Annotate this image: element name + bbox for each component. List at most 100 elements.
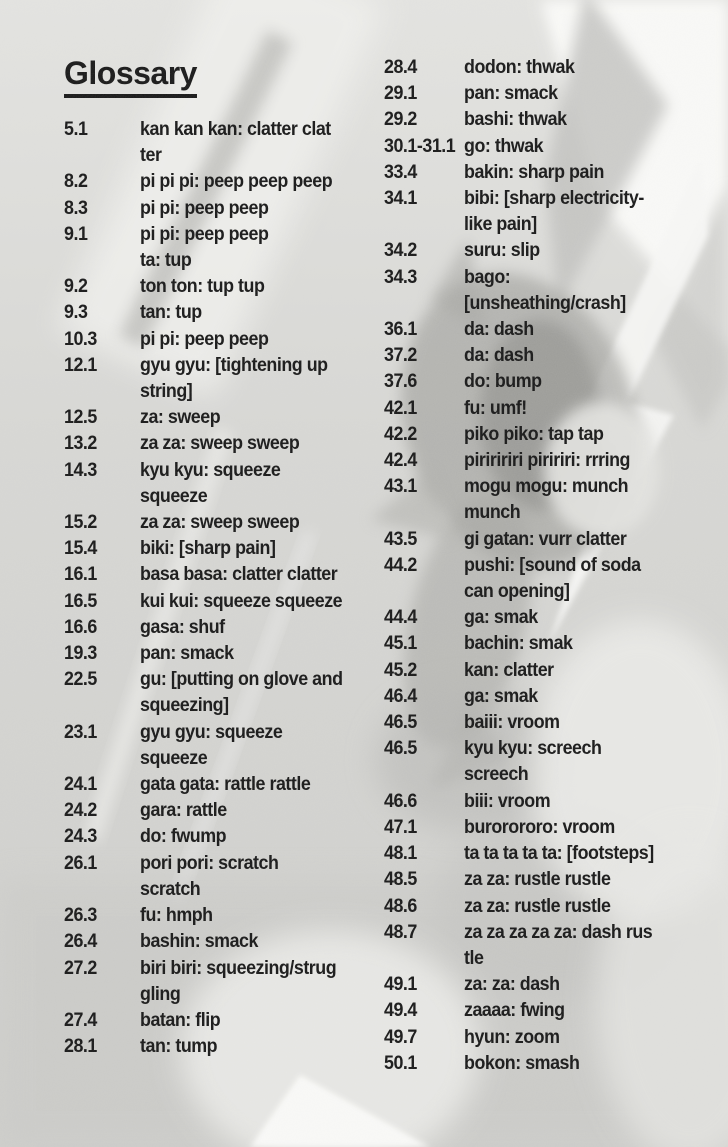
- entry-ref: 42.1: [384, 397, 417, 419]
- entry-definition: piriririri piririri: rrring: [464, 450, 630, 472]
- glossary-entry: 48.6 za za: rustle rustle: [384, 894, 728, 920]
- entry-ref: 16.1: [64, 564, 97, 586]
- glossary-entry: 26.1 pori pori: scratch scratch: [64, 851, 386, 903]
- glossary-entry: 15.4 biki: [sharp pain]: [64, 536, 386, 562]
- entry-definition: bibi: [sharp electricity-like pain]: [464, 188, 644, 236]
- glossary-entry: 24.1 gata gata: rattle rattle: [64, 772, 386, 798]
- entry-definition: biki: [sharp pain]: [140, 538, 276, 560]
- glossary-entry: 37.6 do: bump: [384, 369, 728, 395]
- glossary-entry: 29.2 bashi: thwak: [384, 107, 728, 133]
- entry-definition: pi pi: peep peep ta: tup: [140, 223, 269, 272]
- glossary-entry: 29.1 pan: smack: [384, 81, 728, 107]
- entry-ref: 48.7: [384, 921, 417, 943]
- glossary-entry: 30.1-31.1 go: thwak: [384, 134, 728, 160]
- entry-definition: hyun: zoom: [464, 1026, 560, 1048]
- entry-definition: basa basa: clatter clatter: [140, 564, 338, 586]
- glossary-entry: 24.2 gara: rattle: [64, 798, 386, 824]
- glossary-entry: 37.2 da: dash: [384, 343, 728, 369]
- entry-ref: 42.4: [384, 450, 417, 472]
- glossary-entry: 26.4 bashin: smack: [64, 929, 386, 955]
- entry-ref: 48.5: [384, 869, 417, 891]
- entry-ref: 24.2: [64, 800, 97, 822]
- glossary-entry: 16.6 gasa: shuf: [64, 615, 386, 641]
- entry-ref: 33.4: [384, 161, 417, 183]
- entry-ref: 26.4: [64, 931, 97, 953]
- entry-ref: 5.1: [64, 119, 88, 140]
- entry-ref: 22.5: [64, 669, 97, 691]
- entry-ref: 8.3: [64, 197, 88, 219]
- glossary-entry: 46.5 kyu kyu: screech screech: [384, 736, 728, 788]
- entry-definition: zaaaa: fwing: [464, 1000, 565, 1022]
- entry-definition: pan: smack: [140, 643, 234, 665]
- entry-definition: gasa: shuf: [140, 616, 225, 638]
- glossary-entry: 47.1 burorororo: vroom: [384, 815, 728, 841]
- entry-definition: da: dash: [464, 319, 534, 341]
- entry-ref: 28.1: [64, 1036, 97, 1058]
- glossary-entry: 34.3 bago: [unsheathing/crash]: [384, 265, 728, 317]
- entry-definition: za za: sweep sweep: [140, 512, 300, 534]
- glossary-entry: 28.4 dodon: thwak: [384, 55, 728, 81]
- glossary-entry: 45.2 kan: clatter: [384, 658, 728, 684]
- entry-ref: 46.6: [384, 790, 417, 812]
- glossary-entry: 46.5 baiii: vroom: [384, 710, 728, 736]
- entry-definition: bakin: sharp pain: [464, 161, 604, 183]
- entry-definition: ta ta ta ta ta: [footsteps]: [464, 843, 654, 865]
- glossary-entry: 23.1 gyu gyu: squeeze squeeze: [64, 720, 386, 772]
- entry-ref: 43.5: [384, 528, 417, 550]
- entry-definition: biri biri: squeezing/strug gling: [140, 957, 337, 1005]
- glossary-entry: 27.2 biri biri: squeezing/strug gling: [64, 956, 386, 1008]
- entry-definition: suru: slip: [464, 240, 540, 262]
- entry-definition: gara: rattle: [140, 800, 227, 822]
- glossary-entry: 16.5 kui kui: squeeze squeeze: [64, 589, 386, 615]
- glossary-column-right: 28.4 dodon: thwak 29.1 pan: smack 29.2 bashi:…: [384, 55, 728, 1077]
- entry-ref: 37.6: [384, 371, 417, 393]
- entry-definition: gyu gyu: [tightening up string]: [140, 354, 328, 403]
- entry-ref: 23.1: [64, 721, 97, 743]
- glossary-entry: 14.3 kyu kyu: squeeze squeeze: [64, 458, 386, 510]
- entry-ref: 46.5: [384, 738, 417, 760]
- entry-ref: 9.2: [64, 276, 88, 298]
- glossary-entry: 8.2 pi pi pi: peep peep peep: [64, 169, 386, 195]
- entry-ref: 27.4: [64, 1009, 97, 1031]
- glossary-entry: 42.2 piko piko: tap tap: [384, 422, 728, 448]
- page-title: Glossary: [64, 55, 197, 98]
- entry-ref: 29.2: [384, 109, 417, 131]
- glossary-entry: 8.3 pi pi: peep peep: [64, 196, 386, 222]
- entry-ref: 13.2: [64, 433, 97, 455]
- entry-definition: ga: smak: [464, 607, 538, 629]
- entry-definition: gata gata: rattle rattle: [140, 774, 311, 796]
- entry-definition: tan: tump: [140, 1036, 218, 1058]
- glossary-entry: 22.5 gu: [putting on glove and squeezing]: [64, 667, 386, 719]
- entry-ref: 15.4: [64, 538, 97, 560]
- entry-definition: dodon: thwak: [464, 57, 575, 78]
- entry-definition: tan: tup: [140, 302, 202, 324]
- glossary-entry: 45.1 bachin: smak: [384, 631, 728, 657]
- glossary-entry: 34.1 bibi: [sharp electricity-like pain]: [384, 186, 728, 238]
- entry-definition: za za: sweep sweep: [140, 433, 300, 455]
- glossary-entry: 9.1 pi pi: peep peep ta: tup: [64, 222, 386, 274]
- glossary-entry: 9.3 tan: tup: [64, 300, 386, 326]
- entry-ref: 44.4: [384, 607, 417, 629]
- entry-definition: za za za za za: dash rus tle: [464, 921, 653, 969]
- entry-ref: 42.2: [384, 423, 417, 445]
- glossary-entry: 43.5 gi gatan: vurr clatter: [384, 527, 728, 553]
- entry-ref: 26.3: [64, 905, 97, 927]
- glossary-entry: 15.2 za za: sweep sweep: [64, 510, 386, 536]
- glossary-entry: 33.4 bakin: sharp pain: [384, 160, 728, 186]
- glossary-column-left: 5.1 kan kan kan: clatter clat ter 8.2 pi pi …: [64, 117, 386, 1060]
- entry-definition: biii: vroom: [464, 790, 551, 812]
- entry-ref: 45.1: [384, 633, 417, 655]
- entry-ref: 47.1: [384, 816, 417, 838]
- glossary-entry: 10.3 pi pi: peep peep: [64, 327, 386, 353]
- glossary-entry: 12.5 za: sweep: [64, 405, 386, 431]
- entry-definition: za: sweep: [140, 407, 221, 429]
- glossary-entry: 5.1 kan kan kan: clatter clat ter: [64, 117, 386, 169]
- entry-definition: kyu kyu: squeeze squeeze: [140, 459, 281, 507]
- entry-ref: 46.5: [384, 712, 417, 734]
- glossary-entry: 49.4 zaaaa: fwing: [384, 998, 728, 1024]
- glossary-entry: 49.7 hyun: zoom: [384, 1025, 728, 1051]
- entry-ref: 50.1: [384, 1052, 417, 1074]
- glossary-entry: 16.1 basa basa: clatter clatter: [64, 562, 386, 588]
- entry-ref: 24.3: [64, 826, 97, 848]
- entry-ref: 29.1: [384, 83, 417, 105]
